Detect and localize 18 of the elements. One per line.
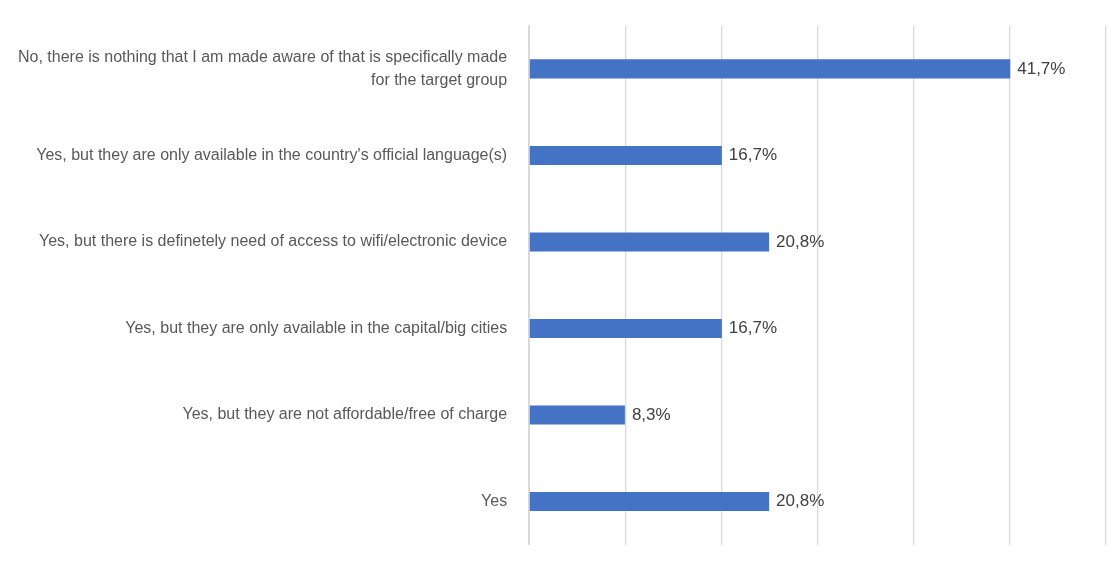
bar: [529, 318, 722, 338]
bar: [529, 145, 722, 165]
data-label: 8,3%: [631, 404, 671, 424]
y-tick-label: Yes: [481, 491, 508, 509]
data-label: 41,7%: [1017, 58, 1066, 78]
y-tick-label: Yes, but there is definetely need of access to wifi/electronic device: [39, 232, 508, 250]
data-label: 20,8%: [776, 491, 825, 511]
y-tick-label: No, there is nothing that I am made aware of that is specifically made for the target group: [17, 47, 508, 88]
y-tick-label: Yes, but they are only available in the country's official language(s): [36, 145, 508, 163]
data-label: 16,7%: [728, 145, 778, 165]
data-label: 16,7%: [728, 318, 778, 338]
data-label: 20,8%: [776, 231, 825, 251]
bar: [529, 232, 770, 252]
bar: [529, 59, 1011, 79]
bar: [529, 405, 625, 425]
y-tick-label: Yes, but they are not affordable/free of charge: [182, 405, 508, 423]
y-tick-label: Yes, but they are only available in the capital/big cities: [125, 318, 508, 336]
bar: [529, 492, 770, 512]
